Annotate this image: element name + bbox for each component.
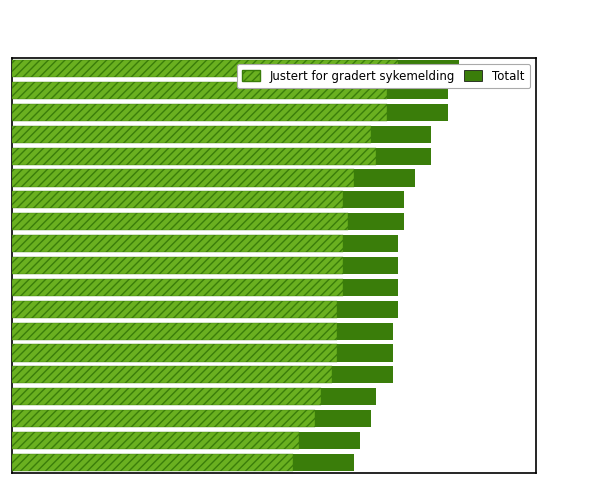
Bar xyxy=(12,410,370,427)
Bar xyxy=(12,214,404,231)
Bar xyxy=(12,279,398,296)
Bar xyxy=(12,388,321,406)
Bar xyxy=(12,104,387,122)
Bar xyxy=(12,301,337,318)
Bar xyxy=(12,192,343,209)
Bar xyxy=(12,432,359,449)
Bar xyxy=(12,323,337,340)
Legend: Justert for gradert sykemelding, Totalt: Justert for gradert sykemelding, Totalt xyxy=(236,64,530,89)
Bar xyxy=(12,345,393,362)
Bar xyxy=(12,148,376,165)
Bar xyxy=(12,192,404,209)
Bar xyxy=(12,83,448,100)
Bar xyxy=(12,170,415,187)
Bar xyxy=(12,410,315,427)
Bar xyxy=(12,345,337,362)
Bar xyxy=(12,366,332,384)
Bar xyxy=(12,279,343,296)
Bar xyxy=(12,432,299,449)
Bar xyxy=(12,126,370,143)
Bar xyxy=(12,236,398,253)
Bar xyxy=(12,236,343,253)
Bar xyxy=(12,214,348,231)
Bar xyxy=(12,454,294,471)
Bar xyxy=(12,258,398,274)
Bar xyxy=(12,61,459,78)
Bar xyxy=(12,258,343,274)
Bar xyxy=(12,148,431,165)
Bar xyxy=(12,126,431,143)
Bar xyxy=(12,83,387,100)
Bar xyxy=(12,366,393,384)
Bar xyxy=(12,323,393,340)
Bar xyxy=(12,454,354,471)
Bar xyxy=(12,388,376,406)
Bar xyxy=(12,61,398,78)
Bar xyxy=(12,170,354,187)
Bar xyxy=(12,104,448,122)
Bar xyxy=(12,301,398,318)
